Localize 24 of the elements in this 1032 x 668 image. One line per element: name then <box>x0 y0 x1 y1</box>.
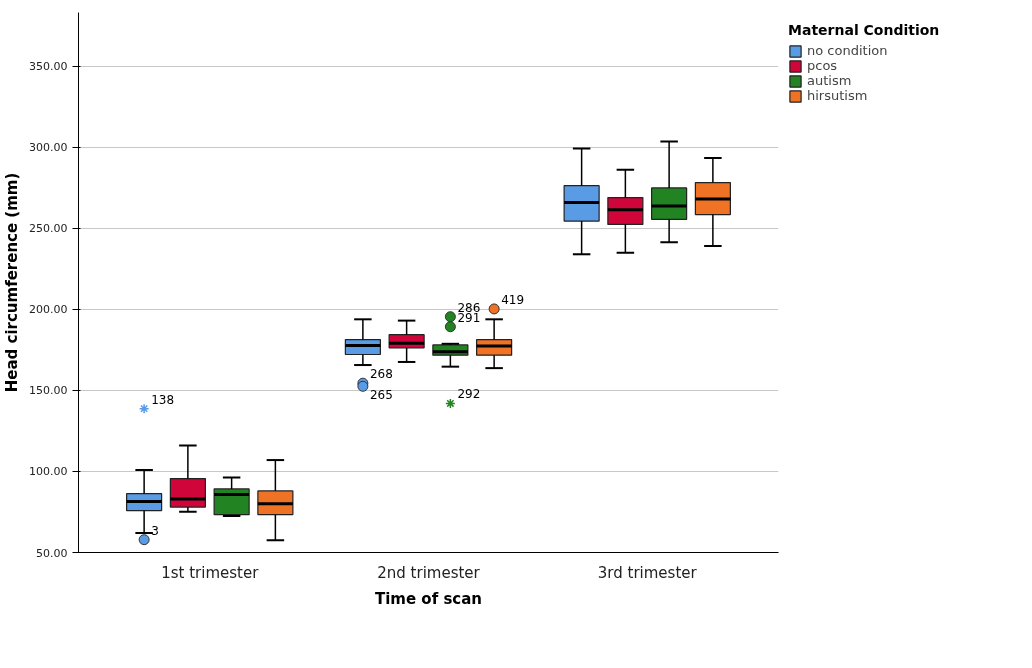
x-axis-title: Time of scan <box>374 589 483 608</box>
y-tick-label: 350.00 <box>29 60 68 74</box>
x-tick-label: 1st trimester <box>161 563 260 582</box>
y-tick-label: 300.00 <box>29 141 68 155</box>
x-tick-label: 3rd trimester <box>597 563 698 582</box>
annotation: 292 <box>457 387 481 402</box>
legend-label: no condition <box>807 43 888 58</box>
y-tick-label: 150.00 <box>29 384 68 398</box>
annotation: 291 <box>457 310 481 325</box>
legend-label: pcos <box>807 58 838 73</box>
annotation: 138 <box>151 392 175 407</box>
annotation: 268 <box>369 367 393 382</box>
legend-label: hirsutism <box>807 88 868 103</box>
x-tick-label: 2nd trimester <box>377 563 481 582</box>
y-tick-label: 100.00 <box>29 465 68 479</box>
legend-label: autism <box>807 73 852 88</box>
y-axis-title: Head circumference (mm) <box>3 172 22 393</box>
annotation: 3 <box>151 523 159 538</box>
annotation: 265 <box>369 388 393 403</box>
y-tick-label: 50.00 <box>36 546 68 560</box>
y-tick-label: 250.00 <box>29 222 68 236</box>
annotation: 419 <box>501 292 525 307</box>
y-tick-label: 200.00 <box>29 303 68 317</box>
legend-title: Maternal Condition <box>788 22 940 38</box>
